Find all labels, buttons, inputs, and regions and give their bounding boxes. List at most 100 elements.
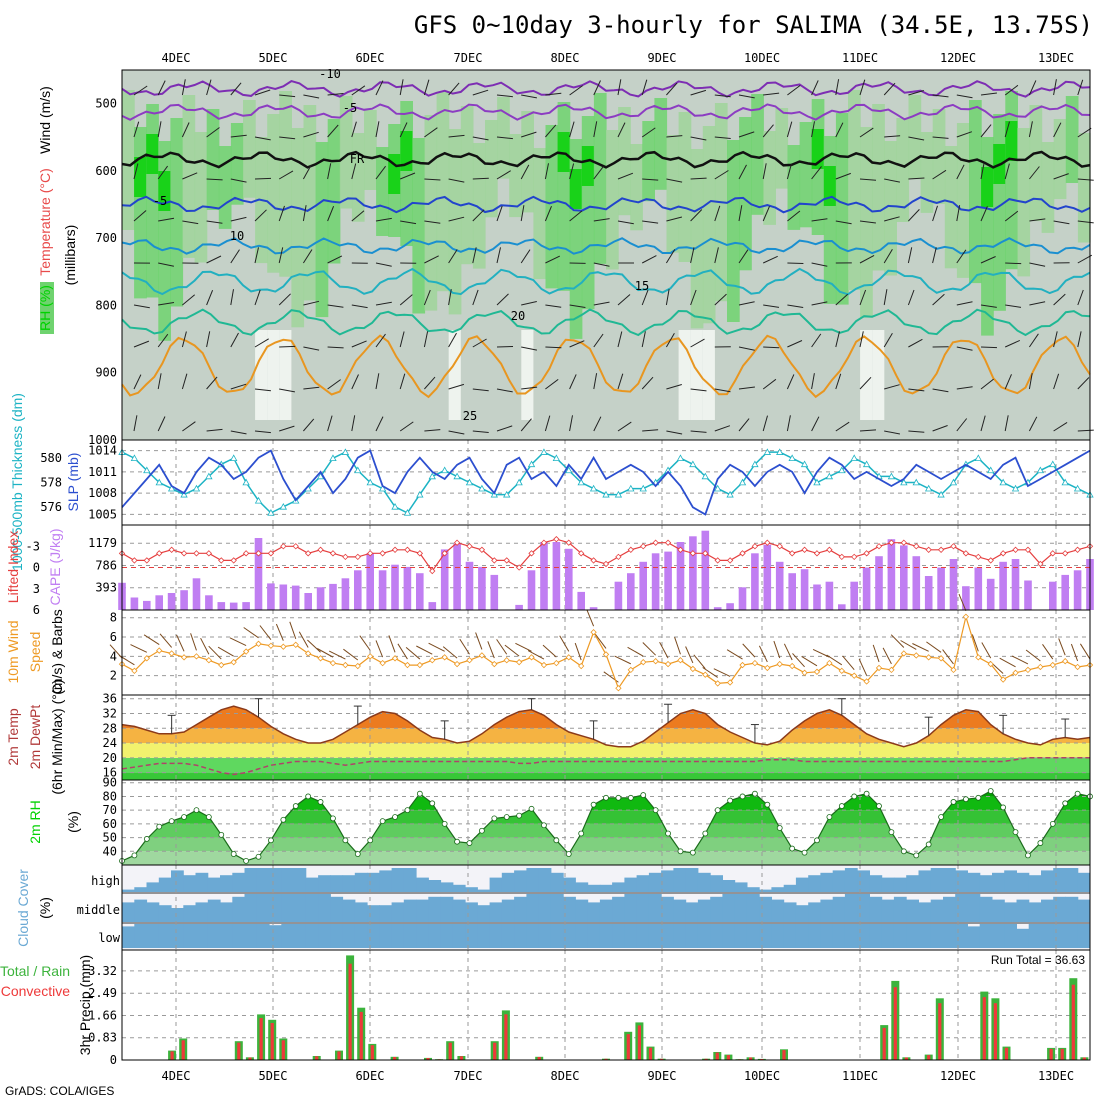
cloud-high-bar xyxy=(379,870,393,892)
wind-speed-marker xyxy=(528,654,535,661)
wind-barb xyxy=(448,383,465,390)
rh-label: RH (%) xyxy=(37,285,53,331)
wind-barb xyxy=(399,294,413,306)
cape-bar xyxy=(875,556,883,610)
wind-barb xyxy=(1053,421,1068,432)
thickness-marker xyxy=(391,502,399,510)
wind-barb xyxy=(932,293,945,306)
wind-barb xyxy=(763,304,780,308)
thickness-marker xyxy=(205,472,213,480)
wind-barb xyxy=(302,164,312,180)
thickness-marker xyxy=(416,490,424,498)
pressure-tick: 700 xyxy=(95,231,117,245)
cloud-high-bar xyxy=(661,870,674,892)
wind-barb xyxy=(738,346,755,351)
wind-barb xyxy=(1042,644,1054,660)
rh-shade xyxy=(799,122,813,228)
cape-bar xyxy=(155,595,163,610)
wind-speed-marker xyxy=(702,671,709,678)
wind-barb xyxy=(448,332,457,348)
rh-tick: 80 xyxy=(103,789,117,803)
cloud-low-bar xyxy=(673,924,687,948)
cloud-high-bar xyxy=(771,887,785,892)
rh-marker xyxy=(553,837,560,844)
wind-barb xyxy=(811,80,819,96)
rh-shade xyxy=(630,144,643,231)
cape-bar xyxy=(1011,559,1020,610)
cape-bar xyxy=(527,570,536,610)
cape-bar xyxy=(428,602,437,610)
cloud-middle-bar xyxy=(979,896,993,922)
cloud-low-bar xyxy=(526,924,540,948)
temperature-contour xyxy=(121,237,1091,255)
wind-barb xyxy=(279,94,296,98)
wind-barb xyxy=(181,122,190,138)
wind-barb xyxy=(504,644,520,657)
thickness-marker xyxy=(639,484,647,492)
top-date-label: 13DEC xyxy=(1038,51,1074,65)
wind-speed-marker xyxy=(242,648,250,655)
cloud-high-bar xyxy=(281,868,295,892)
wind-barb xyxy=(351,374,359,390)
wind-barb xyxy=(762,124,774,138)
cape-bar xyxy=(949,559,958,610)
wind-barb xyxy=(521,346,537,351)
wind-speed-marker xyxy=(627,666,634,674)
cloud-high-bar xyxy=(452,884,466,892)
precip-convective-bar xyxy=(904,1057,908,1060)
rh-marker xyxy=(590,801,597,808)
wind-barb xyxy=(375,301,392,306)
cloud-middle-bar xyxy=(281,894,295,922)
rh-shade-high xyxy=(146,134,159,174)
cloud-middle-bar xyxy=(943,896,956,922)
rh-shade xyxy=(569,139,583,339)
wind-barb xyxy=(690,209,703,222)
wind-barb xyxy=(279,425,295,432)
rh-shade xyxy=(884,141,897,276)
rh-marker xyxy=(801,849,808,856)
lifted-index-marker xyxy=(540,539,548,546)
cloud-low-bar xyxy=(1016,928,1030,948)
wind-barb xyxy=(254,209,267,222)
cloud-low-bar xyxy=(220,924,233,948)
rh-shade-high xyxy=(1005,121,1018,161)
wind-barb xyxy=(496,94,513,98)
rh-marker xyxy=(950,799,957,805)
rh-shade-high xyxy=(557,132,570,172)
temp-tick: 16 xyxy=(103,766,117,780)
legend-convective: Convective xyxy=(1,983,70,999)
wind-speed-marker xyxy=(367,653,374,660)
cloud-high-bar xyxy=(256,868,270,892)
thickness-marker xyxy=(589,484,598,492)
bottom-date-label: 11DEC xyxy=(842,1069,878,1083)
rh-marker xyxy=(541,822,547,829)
wind-barb xyxy=(275,623,284,641)
wind-barb xyxy=(130,644,148,653)
rh-marker xyxy=(491,815,498,822)
rh-marker xyxy=(752,790,758,797)
wind-barb xyxy=(586,609,595,627)
wind-barb xyxy=(980,163,985,180)
precip-convective-bar xyxy=(982,997,986,1060)
wind-speed-marker xyxy=(900,650,908,657)
cloud-low-bar xyxy=(305,924,319,948)
rh-shade-low xyxy=(690,330,703,420)
cloud-low-bar xyxy=(710,924,723,948)
wind-barb xyxy=(424,178,441,181)
thickness-marker xyxy=(267,509,275,516)
wind-speed-marker xyxy=(304,650,312,657)
wind-barb xyxy=(787,85,801,96)
wind-barb xyxy=(327,93,344,96)
wind-barb xyxy=(472,136,489,141)
wind-speed-marker xyxy=(404,661,411,669)
cloud-middle-bar xyxy=(489,902,503,922)
cloud-high-bar xyxy=(134,887,148,892)
rh-marker xyxy=(826,814,833,820)
thickness-marker xyxy=(453,472,461,480)
wind-barb xyxy=(520,249,531,264)
wind-barb xyxy=(859,220,876,224)
precip-convective-bar xyxy=(893,987,897,1060)
wind-barb xyxy=(1028,416,1038,432)
thickness-marker xyxy=(987,466,995,474)
wind-barb xyxy=(182,220,199,225)
